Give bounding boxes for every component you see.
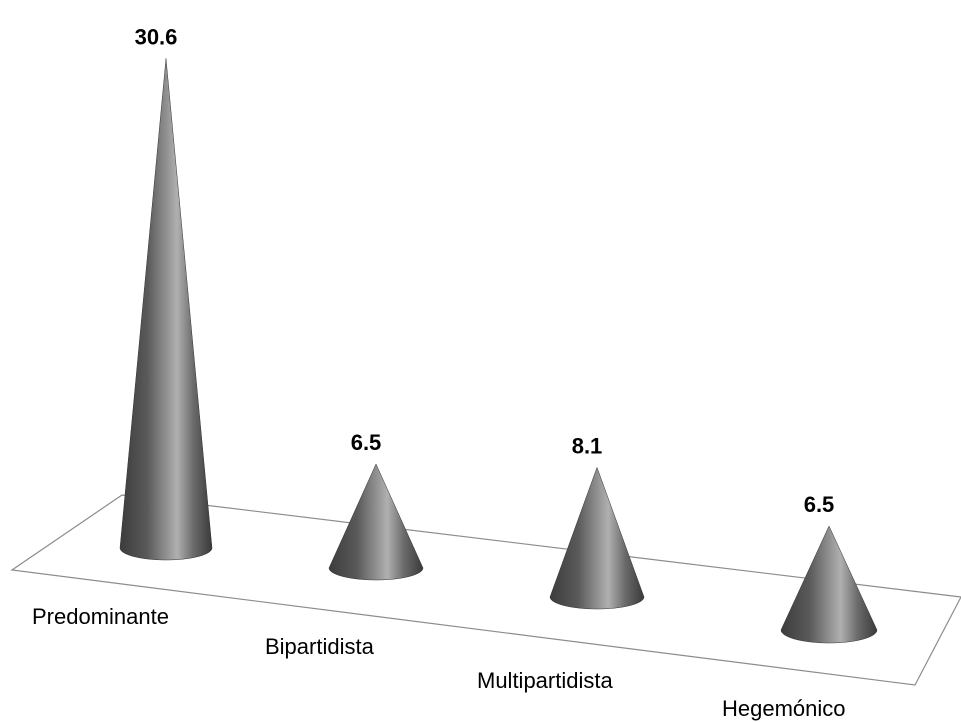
value-label: 6.5 — [351, 430, 382, 455]
category-label: Predominante — [32, 604, 169, 629]
chart-floor — [10, 494, 961, 686]
category-label: Multipartidista — [477, 668, 613, 693]
value-label: 8.1 — [572, 433, 603, 458]
cone-bar — [549, 466, 645, 610]
cone-series — [119, 58, 878, 644]
value-label: 6.5 — [804, 492, 835, 517]
cone-bar — [780, 525, 878, 644]
cone-bar — [119, 58, 213, 561]
value-label: 30.6 — [135, 24, 178, 49]
value-labels: 30.6 6.5 8.1 6.5 — [135, 24, 835, 517]
category-label: Hegemónico — [722, 696, 846, 721]
category-label: Bipartidista — [265, 634, 375, 659]
category-labels: Predominante Bipartidista Multipartidist… — [32, 604, 846, 721]
cone-bar — [328, 463, 424, 581]
